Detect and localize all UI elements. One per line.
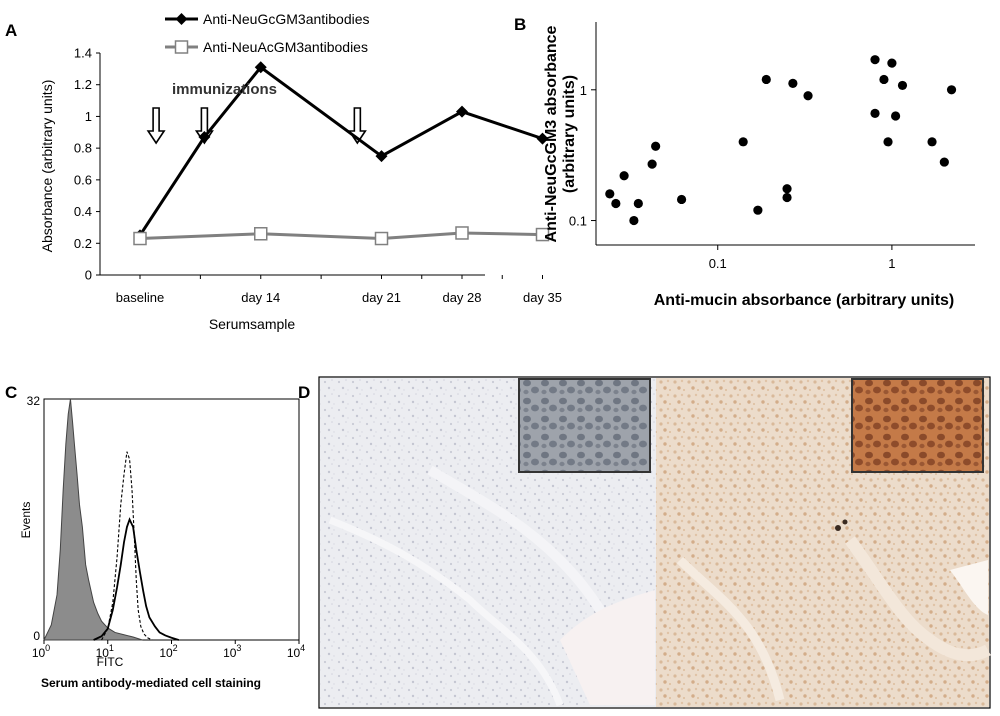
panel-letter-c: C xyxy=(5,383,17,402)
scatter-point xyxy=(676,194,687,205)
scatter-point xyxy=(619,171,629,181)
data-point-neugc xyxy=(456,105,468,118)
panel-c-y-title: Events xyxy=(19,502,33,539)
data-point-neugc xyxy=(375,150,388,163)
legend-label-neuac: Anti-NeuAcGM3antibodies xyxy=(203,39,368,55)
panel-c-y-tick-label: 0 xyxy=(33,629,40,643)
ihc-control-tissue xyxy=(320,378,656,707)
data-point-neuac xyxy=(133,231,147,246)
panel-c-x-tick-exponent: 1 xyxy=(109,643,114,653)
scatter-point xyxy=(870,108,880,118)
panel-letter-d: D xyxy=(298,383,310,402)
histogram-control-filled xyxy=(43,398,143,641)
data-point-neuac xyxy=(254,227,268,241)
legend-marker-neugc xyxy=(175,13,188,25)
histogram-solid xyxy=(93,517,180,641)
scatter-point xyxy=(927,137,937,147)
panel-a-y-tick-label: 0.6 xyxy=(74,172,92,187)
panel-b-scatter-chart: 0.1 1 0.1 1 Anti-mucin absorbance (arbitrar… xyxy=(543,22,975,309)
scatter-point xyxy=(629,215,639,226)
data-point-neugc xyxy=(536,132,549,145)
scatter-point xyxy=(803,91,813,101)
panel-c-x-tick-exponent: 3 xyxy=(236,643,241,653)
panel-c-caption: Serum antibody-mediated cell staining xyxy=(41,676,261,690)
immunization-arrow-icon xyxy=(146,107,166,145)
panel-a-y-tick-label: 0.2 xyxy=(74,236,92,251)
panel-b-x-tick-label: 1 xyxy=(888,256,895,271)
immunizations-annotation: immunizations xyxy=(172,81,277,98)
scatter-point xyxy=(890,111,901,121)
scatter-point xyxy=(897,80,908,91)
panel-letter-a: A xyxy=(5,21,17,40)
panel-c-x-title: FITC xyxy=(97,655,124,669)
series-line-neugc xyxy=(138,65,543,237)
panel-b-y-tick-label: 0.1 xyxy=(569,214,587,229)
panel-a-y-tick-label: 0.4 xyxy=(74,204,92,219)
panel-a-x-tick-label: day 14 xyxy=(241,290,280,305)
legend-marker-neuac xyxy=(174,40,189,54)
panel-d-frame xyxy=(318,376,991,709)
panel-a-x-tick-label: day 21 xyxy=(362,290,401,305)
scatter-point xyxy=(939,157,949,167)
panel-a-y-title: Absorbance (arbitrary units) xyxy=(39,80,55,253)
panel-a-x-tick-label: day 35 xyxy=(523,290,562,305)
panel-a-x-title: Serumsample xyxy=(209,316,296,332)
scatter-point xyxy=(788,78,798,88)
data-point-neugc xyxy=(198,131,211,144)
scatter-point xyxy=(879,74,889,85)
panel-letter-b: B xyxy=(514,15,526,34)
panel-a-x-tick-label: day 28 xyxy=(442,290,481,305)
data-point-neugc xyxy=(254,61,267,74)
data-point-neuac xyxy=(374,231,389,246)
scatter-point xyxy=(883,137,893,147)
scatter-point xyxy=(753,205,763,215)
panel-a-y-tick-label: 1.4 xyxy=(74,46,92,61)
scatter-point xyxy=(611,198,621,209)
panel-c-x-tick-label: 104 xyxy=(287,643,305,660)
panel-c-x-tick-exponent: 2 xyxy=(173,643,178,653)
panel-b-y-title-line2: (arbitrary units) xyxy=(561,75,578,193)
panel-a-x-tick-label: baseline xyxy=(116,290,164,305)
histogram-dashed xyxy=(101,451,153,641)
panel-a-line-chart: 0 0.2 0.4 0.6 0.8 1 1.2 1.4 baseline day 14 day 2… xyxy=(39,11,562,332)
panel-b-x-title: Anti-mucin absorbance (arbitrary units) xyxy=(654,292,955,309)
legend-label-neugc: Anti-NeuGcGM3antibodies xyxy=(203,11,370,27)
panel-c-x-tick-exponent: 4 xyxy=(300,643,305,653)
scatter-point xyxy=(651,141,661,151)
scatter-point xyxy=(870,55,880,65)
scatter-point xyxy=(647,159,657,169)
panel-c-x-tick-label: 102 xyxy=(159,643,177,660)
panel-b-y-title-line1: Anti-NeuGcGM3 absorbance xyxy=(543,25,560,242)
data-point-neuac xyxy=(535,227,550,242)
scatter-point xyxy=(782,184,792,194)
panel-a-y-tick-label: 1.2 xyxy=(74,77,92,92)
panel-c-x-tick-exponent: 0 xyxy=(45,643,50,653)
panel-c-y-tick-label: 32 xyxy=(27,394,41,408)
panel-c-x-tick-label: 103 xyxy=(223,643,241,660)
scatter-point xyxy=(605,189,615,199)
ihc-control-inset xyxy=(518,378,651,473)
scatter-point xyxy=(761,74,771,85)
panel-a-y-tick-label: 1 xyxy=(85,109,92,124)
panel-a-y-tick-label: 0 xyxy=(85,268,92,283)
scatter-point xyxy=(887,58,897,68)
ihc-stained-tissue xyxy=(656,378,991,707)
ihc-stained-inset xyxy=(851,378,984,473)
panel-b-x-tick-label: 0.1 xyxy=(709,256,727,271)
panel-c-x-tick-label: 100 xyxy=(32,643,50,660)
panel-b-y-tick-label: 1 xyxy=(580,83,587,98)
scatter-point xyxy=(946,85,957,95)
panel-d-micrographs xyxy=(318,376,991,709)
panel-a-y-tick-label: 0.8 xyxy=(74,141,92,156)
scatter-point xyxy=(633,198,643,209)
series-line-neuac xyxy=(139,231,543,241)
scatter-point xyxy=(782,192,792,203)
data-point-neuac xyxy=(455,226,469,240)
scatter-point xyxy=(738,137,748,147)
